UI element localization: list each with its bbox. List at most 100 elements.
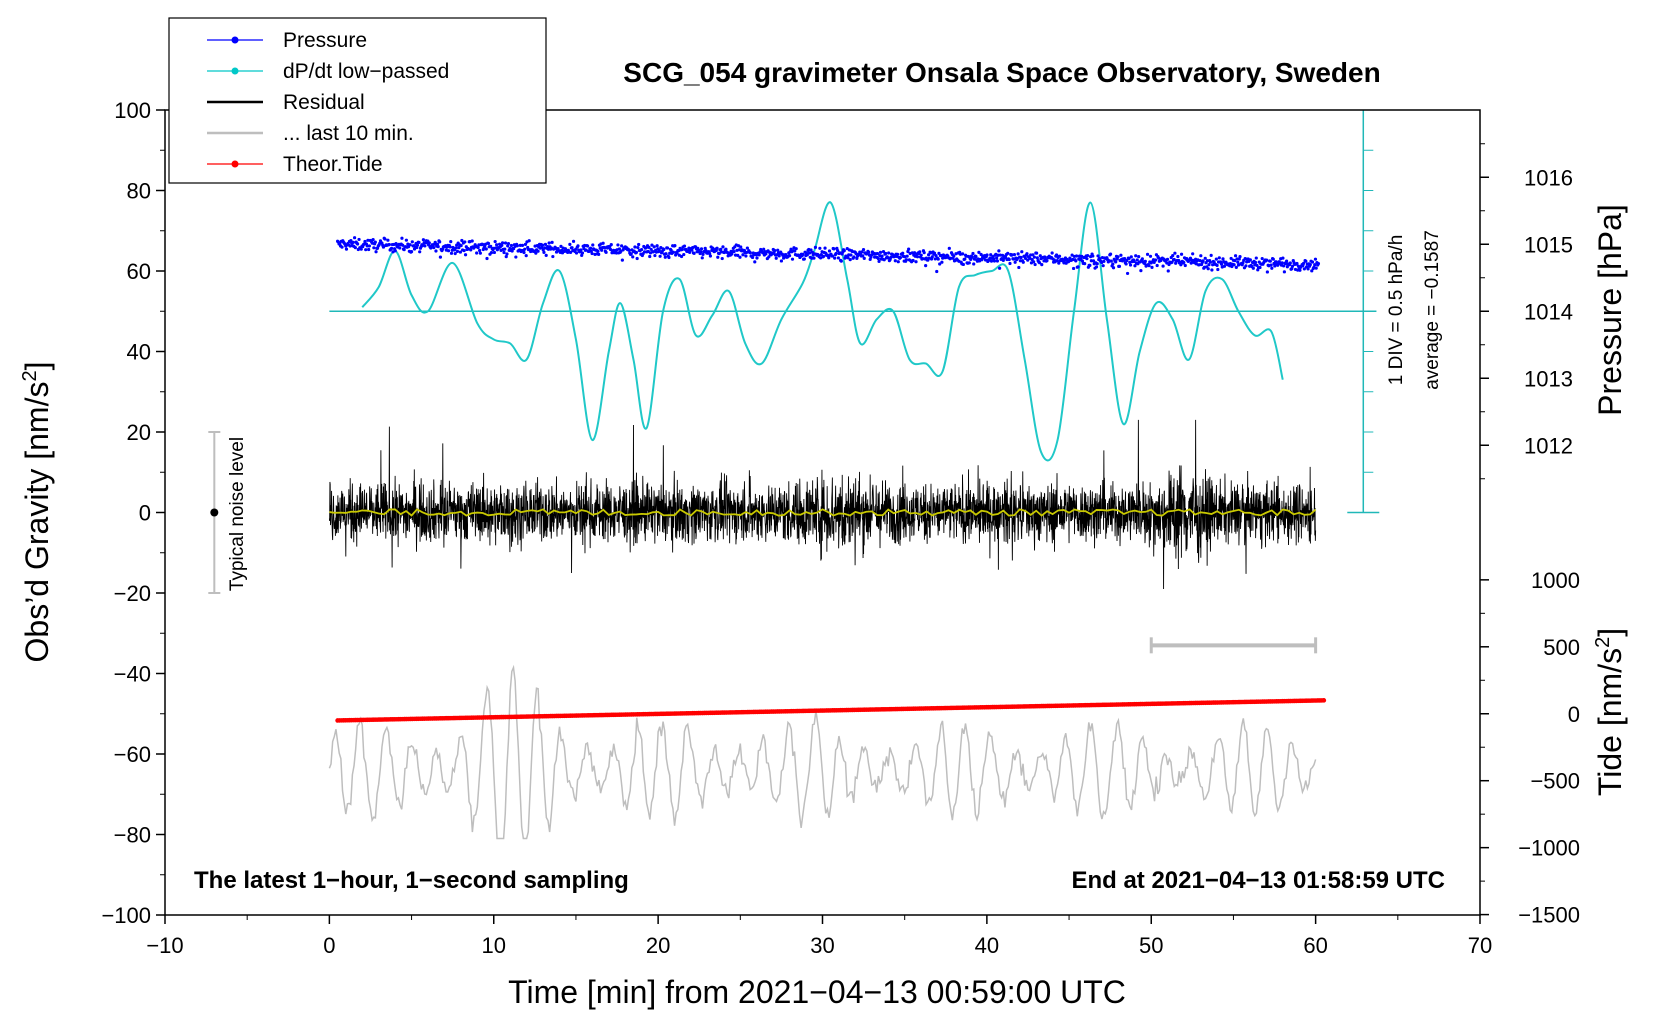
pressure-point: [574, 251, 579, 255]
pressure-point: [1179, 263, 1183, 267]
pressure-point: [454, 246, 458, 250]
y-tick-label: −20: [114, 581, 151, 606]
pressure-point: [410, 240, 414, 244]
pressure-point: [463, 253, 468, 257]
pressure-point: [631, 255, 635, 259]
pressure-point: [667, 255, 671, 260]
residual-smoothed-line: [329, 508, 1317, 517]
x-axis-label: Time [min] from 2021−04−13 00:59:00 UTC: [508, 974, 1126, 1010]
pressure-point: [801, 252, 805, 256]
pressure-point: [927, 253, 931, 257]
pressure-point: [918, 250, 922, 254]
pressure-point: [784, 253, 788, 257]
legend-label: Residual: [283, 91, 365, 114]
pressure-point: [633, 245, 637, 249]
pressure-point: [423, 244, 427, 248]
legend: Pressure dP/dt low−passed Residual ... last…: [168, 17, 547, 184]
pressure-point: [1123, 256, 1127, 261]
pressure-point: [640, 247, 644, 252]
pressure-point: [1008, 261, 1012, 266]
pressure-point: [877, 259, 881, 263]
pressure-point: [893, 259, 897, 263]
pressure-point: [506, 241, 511, 246]
pressure-point: [1215, 263, 1219, 268]
pressure-point: [967, 261, 971, 265]
pressure-point: [1074, 254, 1079, 258]
pressure-point: [1199, 254, 1203, 258]
pressure-point: [1172, 257, 1176, 262]
pressure-point: [616, 243, 620, 247]
pressure-point: [502, 250, 506, 255]
pressure-point: [875, 251, 880, 256]
pressure-point: [1025, 252, 1029, 256]
pressure-point: [523, 242, 528, 246]
pressure-point: [1302, 267, 1306, 271]
pressure-point: [550, 240, 554, 244]
pressure-point: [745, 246, 749, 250]
pressure-point: [636, 245, 640, 250]
pressure-point: [1176, 254, 1180, 259]
pressure-point: [915, 255, 920, 259]
tide-tick-label: 1000: [1531, 568, 1580, 593]
pressure-point: [547, 241, 551, 245]
pressure-point: [1095, 262, 1099, 266]
pressure-point: [514, 255, 518, 259]
pressure-point: [1019, 255, 1023, 260]
pressure-point: [895, 252, 900, 256]
pressure-point: [1209, 253, 1213, 257]
pressure-point: [1018, 259, 1022, 263]
pressure-point: [1290, 264, 1295, 268]
pressure-point: [434, 249, 438, 253]
pressure-point: [652, 245, 656, 249]
pressure-point: [1270, 266, 1274, 270]
pressure-point: [1233, 254, 1238, 258]
pressure-point: [935, 269, 939, 274]
pressure-point: [478, 251, 482, 255]
pressure-point: [359, 247, 363, 251]
pressure-point: [353, 245, 357, 250]
pressure-point: [738, 255, 742, 259]
pressure-point: [523, 247, 527, 251]
legend-box: [168, 17, 547, 184]
pressure-point: [1057, 261, 1061, 265]
pressure-point: [518, 243, 522, 247]
y-tick-label: 0: [139, 501, 151, 526]
footnote-sampling: The latest 1−hour, 1−second sampling: [194, 867, 629, 894]
pressure-point: [1313, 257, 1318, 261]
pressure-point: [937, 251, 941, 255]
pressure-point: [1023, 256, 1028, 261]
tick-layer: −10 0 10 20 30 40 50 60 70100806040200−20−40−60−…: [101, 98, 1580, 958]
pressure-point: [1203, 256, 1207, 260]
pressure-point: [1094, 265, 1099, 269]
pressure-point: [938, 262, 942, 266]
pressure-point: [524, 253, 528, 258]
pressure-point: [469, 248, 473, 252]
y-axis-label-left: Obs’d Gravity [nm/s2]: [19, 362, 55, 663]
pressure-point: [1111, 262, 1115, 266]
pressure-point: [1238, 254, 1242, 259]
pressure-point: [647, 245, 651, 249]
pressure-point: [805, 253, 809, 257]
pressure-point: [675, 251, 679, 255]
pressure-point: [719, 247, 723, 251]
pressure-point: [887, 251, 891, 255]
legend-marker: [231, 36, 239, 44]
pressure-point: [839, 259, 843, 263]
pressure-point: [1302, 261, 1306, 266]
pressure-point: [364, 248, 368, 252]
pressure-point: [446, 249, 451, 253]
pressure-point: [383, 237, 387, 241]
pressure-point: [813, 245, 818, 249]
pressure-point: [551, 254, 555, 259]
pressure-point: [340, 245, 344, 249]
pressure-point: [906, 249, 910, 254]
pressure-point: [861, 254, 865, 258]
pressure-point: [1012, 253, 1017, 257]
pressure-point: [1222, 264, 1227, 268]
pressure-point: [386, 238, 390, 242]
pressure-point: [500, 243, 504, 247]
pressure-point: [373, 240, 377, 244]
noise-level-label: Typical noise level: [227, 437, 248, 591]
pressure-point: [700, 256, 704, 260]
